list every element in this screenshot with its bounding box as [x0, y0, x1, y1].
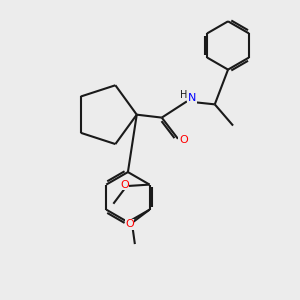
- Text: O: O: [125, 219, 134, 229]
- Text: O: O: [120, 180, 129, 190]
- Text: H: H: [180, 90, 187, 100]
- Text: O: O: [179, 135, 188, 145]
- Text: N: N: [188, 94, 196, 103]
